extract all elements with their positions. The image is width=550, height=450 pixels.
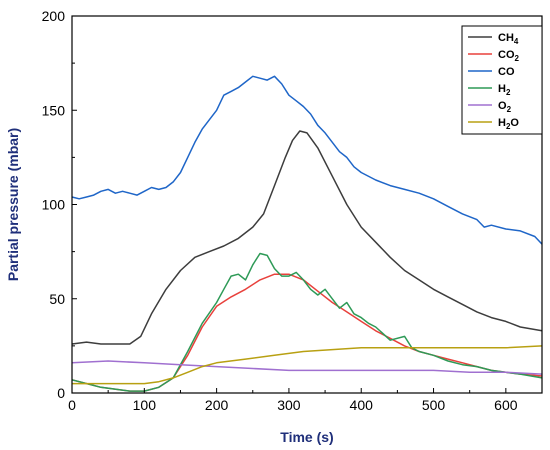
y-axis-label: Partial pressure (mbar) bbox=[5, 128, 21, 281]
y-tick-label: 200 bbox=[42, 8, 66, 24]
series-line-3 bbox=[71, 252, 543, 392]
legend-label-text: CH bbox=[498, 32, 514, 44]
series-line-2 bbox=[71, 75, 543, 245]
y-tick-label: 50 bbox=[49, 291, 65, 307]
legend-label-text: CO bbox=[498, 66, 515, 78]
x-tick-label: 500 bbox=[422, 397, 446, 413]
axis-ticks bbox=[71, 15, 507, 394]
x-tick-label: 300 bbox=[277, 397, 301, 413]
legend-label-text: H bbox=[498, 83, 506, 95]
legend-label: CO2 bbox=[498, 49, 520, 63]
legend-label-subscript: 4 bbox=[514, 37, 519, 46]
legend-label-subscript: 2 bbox=[506, 122, 511, 131]
legend-label-subscript: 2 bbox=[515, 54, 520, 63]
y-tick-label: 100 bbox=[42, 197, 66, 213]
x-axis-label: Time (s) bbox=[280, 429, 333, 445]
x-tick-label: 400 bbox=[350, 397, 374, 413]
y-tick-label: 150 bbox=[42, 102, 66, 118]
legend-label-subscript: 2 bbox=[506, 88, 511, 97]
legend-label: CO bbox=[498, 66, 515, 78]
y-tick-label: 0 bbox=[57, 385, 65, 401]
x-tick-label: 0 bbox=[68, 397, 76, 413]
series-line-5 bbox=[72, 345, 543, 385]
series-line-4 bbox=[71, 360, 543, 375]
series-line-0 bbox=[71, 130, 543, 345]
legend-label: O2 bbox=[498, 100, 512, 114]
x-tick-label: 200 bbox=[205, 397, 229, 413]
legend-label-subscript: 2 bbox=[507, 105, 512, 114]
legend-box bbox=[461, 25, 543, 135]
legend-label: H2 bbox=[498, 83, 511, 97]
tick-labels: 0 100 200 300 400 500 600 0 50 100 150 200 bbox=[42, 8, 518, 413]
plot-area bbox=[71, 75, 543, 392]
legend-label: CH4 bbox=[498, 32, 519, 46]
legend-label: H2O bbox=[498, 117, 519, 131]
x-tick-label: 100 bbox=[133, 397, 157, 413]
legend-label-tail: O bbox=[510, 117, 519, 129]
legend-label-text: O bbox=[498, 100, 507, 112]
x-tick-label: 600 bbox=[494, 397, 518, 413]
legend-label-text: CO bbox=[498, 49, 515, 61]
legend-label-text: H bbox=[498, 117, 506, 129]
